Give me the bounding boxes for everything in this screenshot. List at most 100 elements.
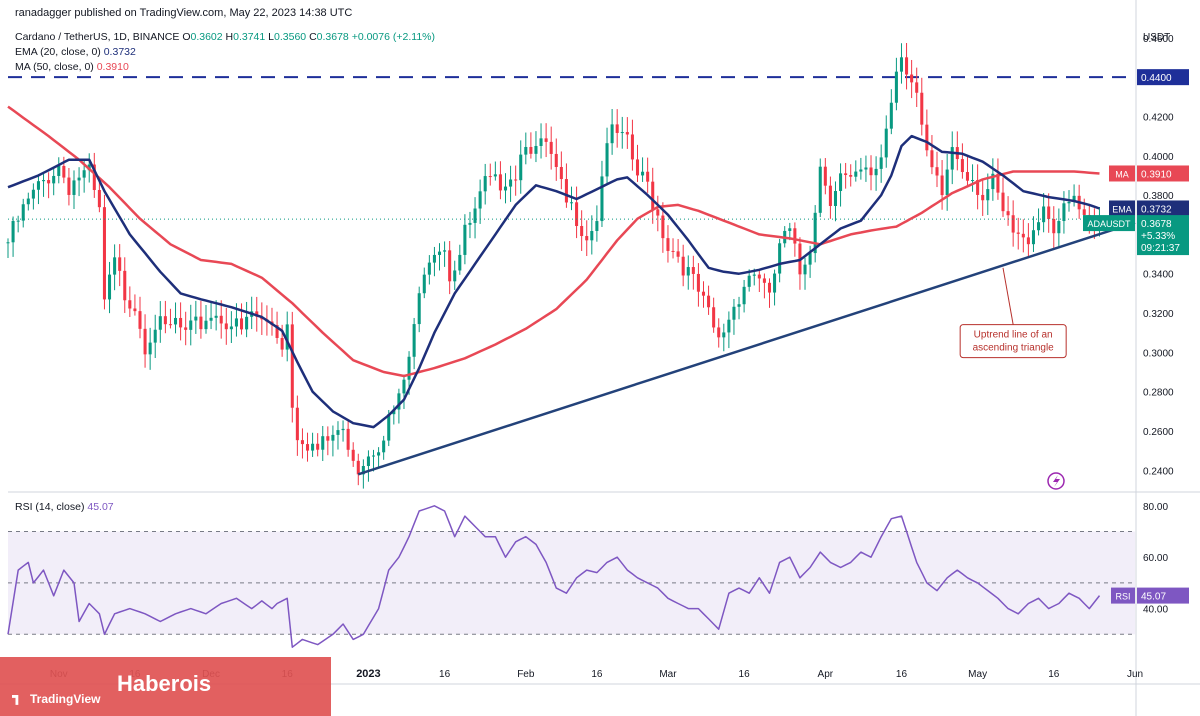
rsi-badge-value: 45.07 [1141, 592, 1166, 603]
candle-body [199, 316, 203, 330]
ema-legend[interactable]: EMA (20, close, 0) 0.3732 [15, 46, 136, 58]
candle-body [793, 228, 797, 244]
rsi-label: RSI (14, close) [15, 501, 85, 513]
candle-body [179, 317, 183, 328]
candle-body [453, 270, 457, 282]
candle-body [833, 190, 838, 206]
candle-body [925, 124, 929, 151]
symbol-name[interactable]: Cardano / TetherUS, 1D, BINANCE [15, 31, 180, 43]
candle-body [671, 250, 675, 252]
candle-body [290, 324, 294, 408]
candle-body [661, 215, 665, 239]
rsi-badge-value-bg [1137, 587, 1189, 604]
candle-body [686, 267, 690, 276]
candle-body [960, 159, 964, 173]
ma-badge-value: 0.3910 [1141, 169, 1172, 180]
candle-body [722, 332, 726, 338]
candle-body [463, 224, 467, 255]
candle-body [300, 440, 304, 445]
candle-body [1062, 203, 1066, 222]
candle-body [590, 231, 594, 241]
candle-body [255, 311, 259, 317]
candle-body [509, 179, 513, 187]
candle-body [539, 138, 543, 146]
ohlc-close: 0.3678 [316, 31, 349, 43]
candle-body [326, 436, 330, 441]
candle-body [910, 74, 914, 83]
banner-text: Haberois [117, 671, 212, 696]
time-tick-label: Jun [1127, 669, 1143, 680]
price-tick-label: 0.3200 [1143, 309, 1174, 320]
candle-body [844, 173, 848, 176]
candle-body [717, 327, 721, 338]
candle-body [1072, 195, 1076, 202]
candle-body [371, 455, 376, 457]
price-tick-label: 0.4200 [1143, 112, 1174, 123]
price-tick-label: 0.3000 [1143, 348, 1174, 359]
tradingview-logo-text: TradingView [30, 692, 101, 706]
candle-body [889, 102, 893, 129]
candle-body [229, 326, 233, 330]
annotation-box [959, 324, 1067, 359]
rsi-tick-label: 60.00 [1143, 553, 1168, 564]
ma-legend[interactable]: MA (50, close, 0) 0.3910 [15, 61, 129, 73]
candle-body [224, 323, 228, 330]
candle-body [407, 356, 411, 380]
candle-body [610, 124, 614, 144]
candle-body [569, 202, 574, 204]
candle-body [727, 319, 731, 333]
candle-body [189, 320, 193, 330]
candle-body [823, 166, 827, 186]
candle-body [696, 273, 700, 292]
candle-body [813, 212, 817, 254]
candle-body [899, 57, 904, 72]
candle-body [752, 274, 756, 276]
symbol-badge-bg [1083, 215, 1135, 232]
candle-body [245, 316, 249, 330]
price-tick-label: 0.4600 [1143, 34, 1174, 45]
candle-body [549, 141, 553, 154]
candle-body [82, 170, 86, 178]
candle-body [67, 177, 71, 195]
candle-body [42, 180, 46, 182]
candle-body [615, 124, 619, 133]
rsi-badge-label: RSI [1115, 592, 1130, 602]
candle-body [884, 128, 888, 158]
candle-body [676, 251, 680, 257]
ohlc-high: 0.3741 [233, 31, 266, 43]
candle-body [204, 320, 208, 330]
candle-body [1067, 201, 1071, 204]
candle-body [605, 143, 609, 177]
candle-body [534, 145, 538, 154]
candle-body [346, 428, 350, 450]
candle-body [707, 295, 711, 308]
candle-body [108, 274, 112, 300]
candle-body [976, 180, 980, 195]
candle-body [239, 318, 244, 330]
candle-body [336, 430, 340, 435]
tradingview-logo-icon [12, 694, 19, 705]
lightning-icon-glyph [1053, 475, 1060, 487]
time-tick-label: Mar [659, 669, 677, 680]
candle-body [417, 293, 421, 325]
candle-body [184, 327, 188, 330]
symbol-badge-label: ADAUSDT [1087, 219, 1131, 229]
time-tick-label: Feb [517, 669, 535, 680]
candle-body [209, 317, 213, 321]
candle-body [920, 92, 924, 125]
candle-body [483, 176, 487, 192]
last-price-change: +5.33% [1141, 231, 1175, 242]
publisher-line: ranadagger published on TradingView.com,… [15, 7, 353, 19]
candle-body [691, 267, 695, 274]
candle-body [356, 460, 360, 475]
candle-body [382, 440, 386, 453]
candle-body [818, 166, 822, 213]
ma-badge-value-bg [1137, 165, 1189, 182]
candle-body [991, 173, 995, 190]
ma-value: 0.3910 [96, 61, 129, 73]
candle-body [311, 443, 315, 451]
ma-label: MA (50, close, 0) [15, 61, 94, 73]
tradingview-logo[interactable]: TradingView [12, 692, 100, 706]
rsi-legend[interactable]: RSI (14, close) 45.07 [15, 501, 114, 513]
